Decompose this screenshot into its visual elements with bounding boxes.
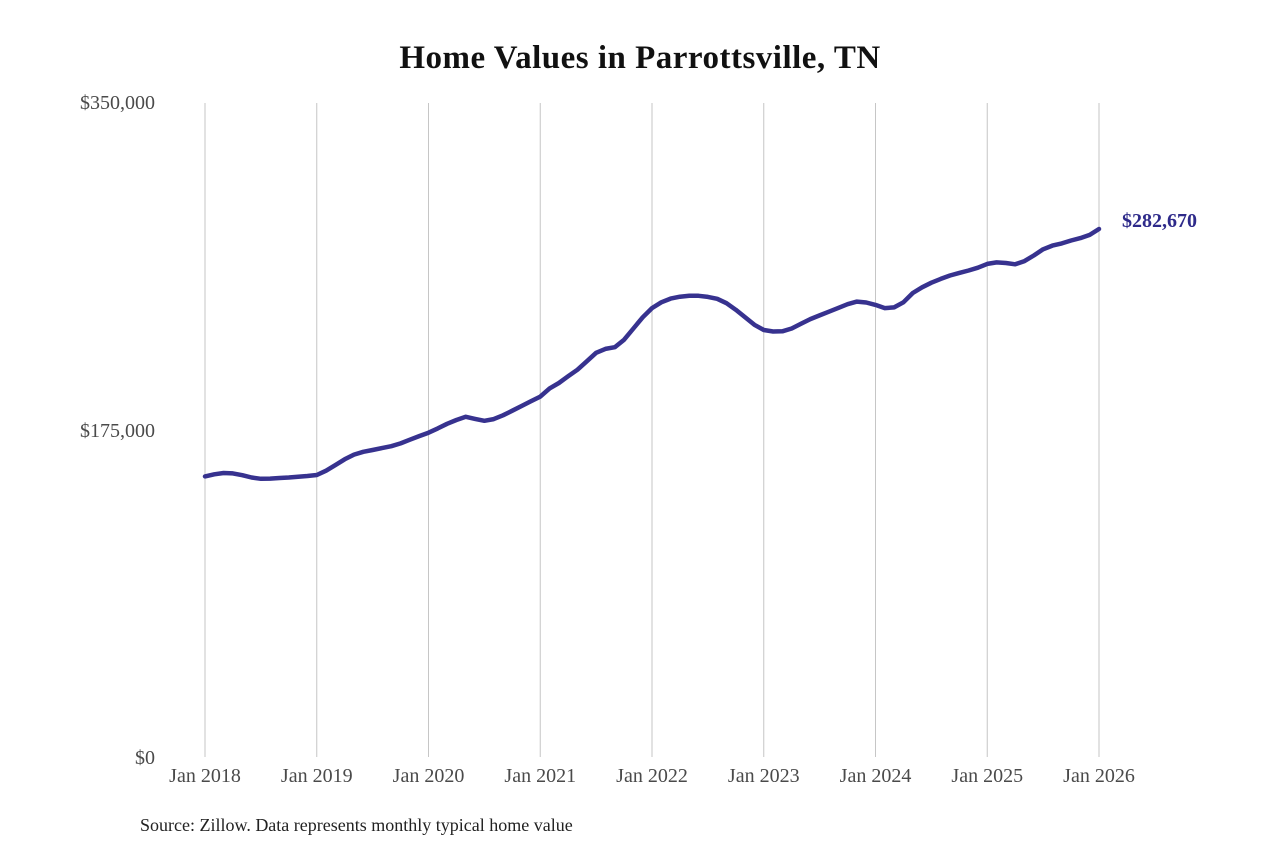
x-axis-tick-jan-2019: Jan 2019 (280, 765, 353, 787)
chart-title: Home Values in Parrottsville, TN (399, 40, 881, 76)
y-axis-tick-175000: $175,000 (80, 420, 155, 442)
y-axis-tick-350000: $350,000 (80, 92, 155, 114)
x-axis-tick-jan-2026: Jan 2026 (1063, 765, 1135, 787)
home-value-line (202, 226, 1102, 482)
x-axis-tick-jan-2020: Jan 2020 (392, 765, 465, 787)
x-axis-tick-jan-2023: Jan 2023 (727, 765, 800, 787)
x-axis-tick-jan-2024: Jan 2024 (839, 765, 912, 787)
x-axis-tick-jan-2018: Jan 2018 (169, 765, 241, 787)
latest-value-annotation: $282,670 (1122, 210, 1197, 232)
gridlines (204, 103, 1100, 757)
y-axis-tick-0: $0 (135, 747, 155, 769)
x-axis-tick-jan-2025: Jan 2025 (951, 765, 1024, 787)
x-axis-tick-jan-2022: Jan 2022 (616, 765, 688, 787)
x-axis-tick-jan-2021: Jan 2021 (504, 765, 577, 787)
source-attribution: Source: Zillow. Data represents monthly … (140, 815, 573, 835)
